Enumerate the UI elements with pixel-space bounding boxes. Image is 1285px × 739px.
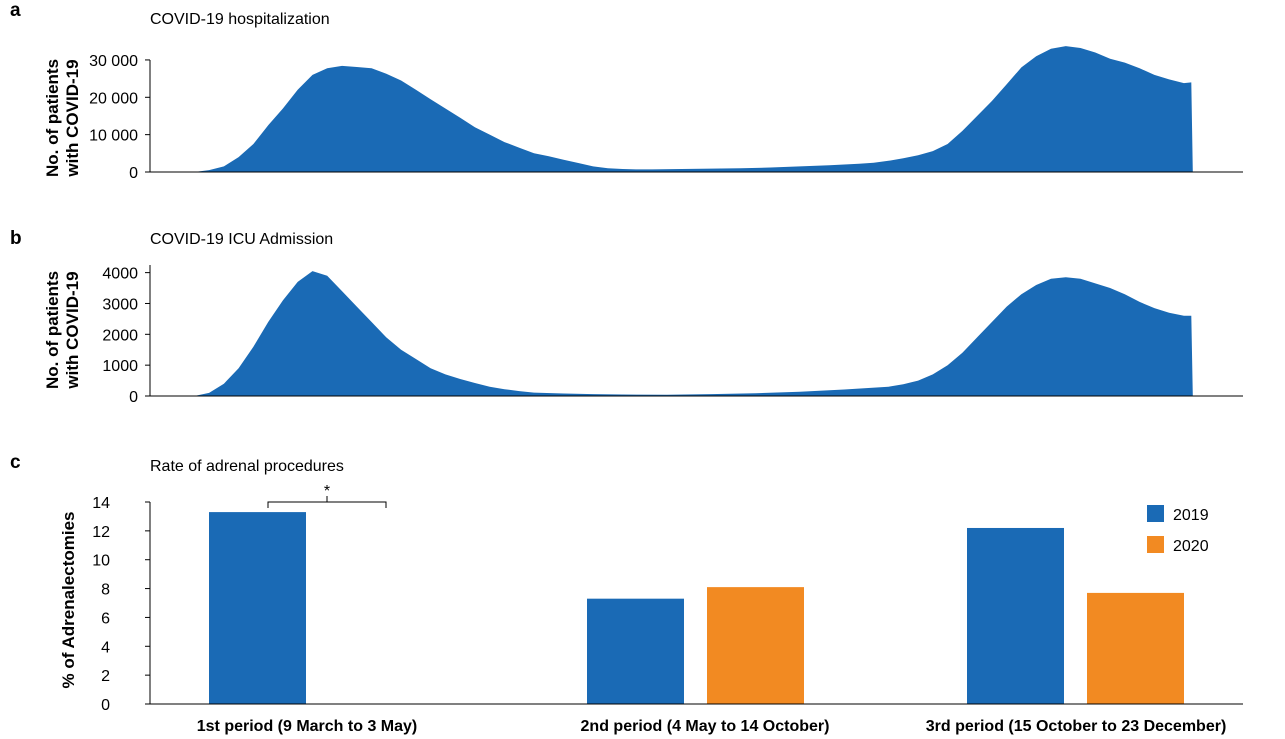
legend-label-2020: 2020 [1173,538,1209,555]
category-label-period-2: 2nd period (4 May to 14 October) [581,718,830,735]
panel-c-ytick-label: 4 [101,639,110,656]
significance-asterisk: * [324,483,330,500]
panel-a-area-series [150,46,1193,172]
panel-c-ytick-label: 6 [101,610,110,627]
category-label-period-3: 3rd period (15 October to 23 December) [926,718,1227,735]
bar-2020-period-3 [1087,592,1184,704]
panel-b-ylabel-line1: No. of patients [43,271,62,389]
panel-c-category-labels: 1st period (9 March to 3 May) 2nd period … [197,718,1227,735]
panel-a-ytick-label: 0 [129,165,138,182]
panel-b-area-series [150,271,1193,396]
panel-c-ylabel: % of Adrenalectomies [59,512,78,689]
bar-2019-period-1 [209,512,306,704]
panel-a: a COVID-19 hospitalization No. of patien… [10,0,1243,182]
panel-b-ytick-label: 1000 [102,358,138,375]
panel-c-ytick-label: 2 [101,668,110,685]
panel-b: b COVID-19 ICU Admission No. of patients… [10,228,1243,406]
panel-letter-c: c [10,452,21,473]
panel-b-ytick-label: 0 [129,389,138,406]
panel-b-ytick-label: 4000 [102,266,138,283]
legend-swatch-2019 [1147,505,1164,522]
panel-letter-a: a [10,0,21,21]
legend-label-2019: 2019 [1173,507,1209,524]
legend-swatch-2020 [1147,536,1164,553]
panel-c-ytick-label: 0 [101,697,110,714]
panel-b-ytick-label: 2000 [102,327,138,344]
panel-a-ylabel-line2: with COVID-19 [63,59,82,177]
bar-2020-period-2 [707,587,804,704]
panel-a-ylabel-line1: No. of patients [43,59,62,177]
panel-c-ytick-label: 8 [101,582,110,599]
bar-2019-period-3 [967,527,1064,704]
significance-bracket [267,496,387,508]
bar-2019-period-2 [587,598,684,704]
panel-b-ytick-label: 3000 [102,296,138,313]
panel-a-ytick-label: 20 000 [89,90,138,107]
panel-b-title: COVID-19 ICU Admission [150,231,333,248]
panel-c-ytick-label: 14 [92,495,110,512]
panel-c-title: Rate of adrenal procedures [150,458,344,475]
panel-c: c Rate of adrenal procedures % of Adrena… [10,452,1243,735]
panel-a-title: COVID-19 hospitalization [150,11,330,28]
panel-b-ylabel-line2: with COVID-19 [63,271,82,389]
panel-c-ytick-label: 12 [92,524,110,541]
panel-b-y-axis: 0 1000 2000 3000 4000 [102,266,150,406]
panel-c-ytick-label: 10 [92,553,110,570]
panel-letter-b: b [10,228,22,249]
panel-a-ytick-label: 30 000 [89,53,138,70]
panel-c-y-axis: 0 2 4 6 8 10 12 14 [92,495,150,714]
panel-a-ytick-label: 10 000 [89,128,138,145]
legend: 2019 2020 [1147,505,1209,555]
panel-a-y-axis: 0 10 000 20 000 30 000 [89,53,150,182]
category-label-period-1: 1st period (9 March to 3 May) [197,718,418,735]
panel-c-bars [209,512,1184,704]
